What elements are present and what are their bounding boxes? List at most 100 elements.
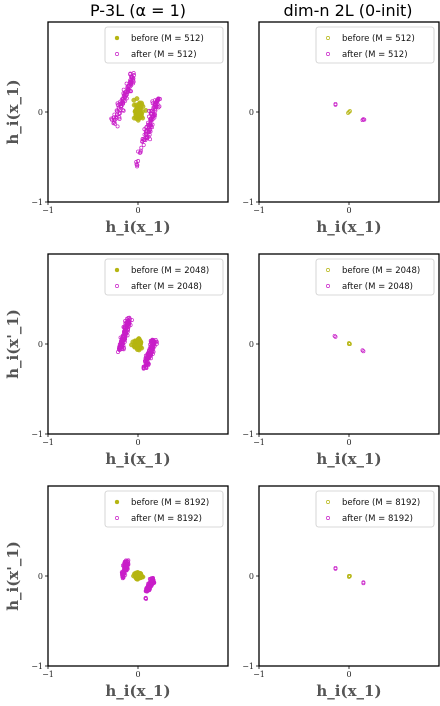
legend-entry: after (M = 2048) [131, 282, 202, 292]
data-point [333, 102, 338, 107]
data-point [118, 111, 123, 115]
data-point [120, 341, 125, 346]
data-points [332, 333, 366, 354]
data-points [116, 315, 159, 371]
legend-marker-before [114, 35, 120, 41]
data-point [125, 92, 129, 97]
data-point [152, 115, 157, 120]
legend: before (M = 8192) after (M = 8192) [315, 490, 435, 528]
data-point [145, 356, 150, 361]
x-axis-label: h_i(x_1) [105, 450, 170, 468]
legend-entry: before (M = 2048) [342, 266, 420, 276]
data-point [124, 81, 129, 86]
data-point [148, 137, 152, 142]
legend-entry: after (M = 512) [342, 50, 408, 60]
x-tick-label: −1 [253, 438, 265, 447]
data-point [149, 578, 154, 583]
data-point [126, 326, 131, 331]
data-point [142, 358, 147, 363]
legend-entry: before (M = 8192) [131, 498, 209, 508]
data-point [347, 574, 352, 578]
data-point [332, 333, 337, 338]
data-point [115, 124, 120, 129]
data-point [347, 110, 351, 114]
data-point [129, 74, 134, 79]
y-axis-label: h_i(x'_1) [4, 541, 22, 611]
y-tick-label: 0 [38, 572, 43, 581]
legend-box [315, 258, 435, 296]
data-point [143, 132, 148, 137]
data-points [333, 101, 367, 123]
data-point [120, 570, 125, 575]
legend-entry: after (M = 8192) [131, 514, 202, 524]
data-point [346, 110, 351, 115]
data-point [121, 87, 126, 92]
data-point [120, 563, 125, 568]
data-point [361, 581, 366, 586]
data-point [148, 109, 153, 114]
legend-marker-before [114, 267, 120, 273]
x-axis-label: h_i(x_1) [316, 218, 381, 236]
data-point [360, 118, 365, 123]
y-tick-label: 0 [38, 340, 43, 349]
x-axis-label: h_i(x_1) [105, 682, 170, 700]
data-point [144, 366, 149, 370]
data-point [121, 108, 126, 113]
x-tick-label: 0 [135, 438, 140, 447]
data-point [122, 345, 126, 350]
scatter-panel: −1−1 0 0 h_i(x_1) h_i(x'_1) before (M = 2048)… [4, 253, 229, 468]
data-point [151, 344, 156, 349]
x-tick-label: 0 [346, 438, 351, 447]
legend: before (M = 2048) after (M = 2048) [104, 258, 224, 296]
x-axis-label: h_i(x_1) [316, 682, 381, 700]
data-point [115, 101, 120, 106]
legend-marker-after [326, 52, 330, 56]
data-point [114, 108, 119, 113]
legend-box [104, 26, 224, 64]
y-axis-label: h_i(x'_1) [4, 309, 22, 379]
data-point [149, 117, 153, 122]
data-point [116, 105, 121, 110]
data-point [121, 334, 125, 339]
data-point [141, 143, 146, 147]
x-tick-label: 0 [346, 670, 351, 679]
y-axis-label: h_i(x_1) [4, 79, 22, 144]
data-point [347, 341, 351, 346]
x-axis-label: h_i(x_1) [105, 218, 170, 236]
scatter-panel: −1−1 0 0 h_i(x_1) h_i(x'_1) before (M = 8192)… [4, 485, 229, 700]
data-point [120, 108, 125, 112]
y-tick-label: −1 [31, 662, 43, 671]
data-point [128, 89, 133, 94]
data-point [147, 132, 152, 137]
data-point [118, 344, 123, 349]
legend-entry: before (M = 8192) [342, 498, 420, 508]
data-point [347, 342, 352, 346]
data-point [129, 79, 134, 84]
legend-marker-after [115, 52, 119, 56]
data-point [155, 98, 160, 103]
data-point [147, 114, 151, 119]
legend-entry: after (M = 512) [131, 50, 197, 60]
legend-marker-before [326, 36, 330, 40]
data-point [121, 91, 126, 96]
data-point [147, 348, 152, 353]
data-point [156, 105, 161, 110]
legend: before (M = 2048) after (M = 2048) [315, 258, 435, 296]
data-point [149, 344, 154, 349]
data-point [125, 558, 130, 563]
data-point [140, 115, 146, 121]
x-axis-label: h_i(x_1) [316, 450, 381, 468]
legend-marker-after [115, 516, 119, 520]
data-point [131, 79, 136, 84]
data-point [144, 596, 149, 601]
legend-entry: before (M = 512) [131, 34, 204, 44]
legend: before (M = 512) after (M = 512) [104, 26, 224, 64]
data-points [109, 71, 162, 169]
x-tick-label: −1 [42, 206, 54, 215]
legend-entry: after (M = 8192) [342, 514, 413, 524]
data-point [136, 102, 141, 108]
legend: before (M = 512) after (M = 512) [315, 26, 435, 64]
y-tick-label: 0 [249, 108, 254, 117]
data-point [125, 86, 130, 91]
data-point [132, 338, 138, 344]
